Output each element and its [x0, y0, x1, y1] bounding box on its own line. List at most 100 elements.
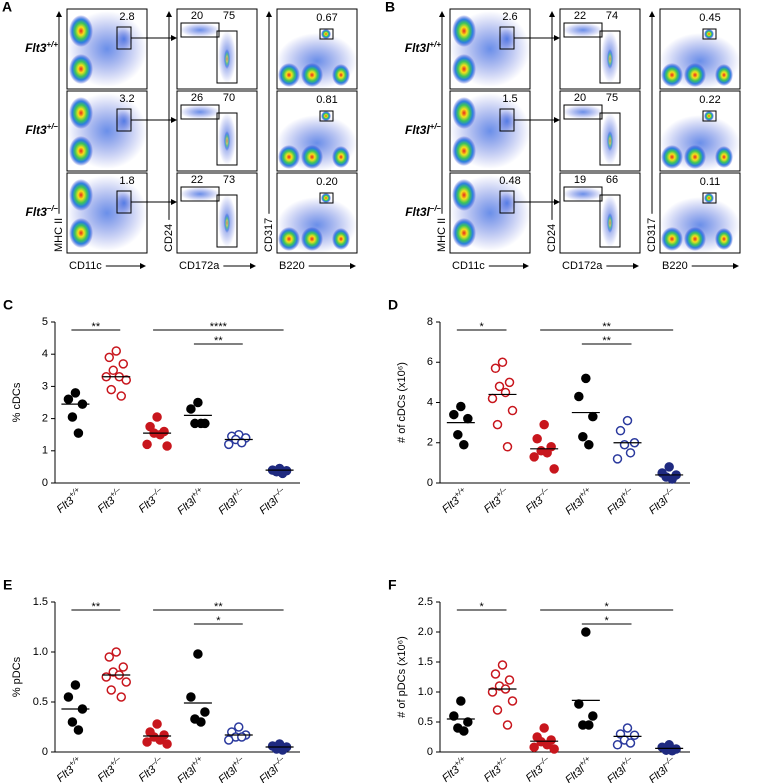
density: [498, 28, 516, 50]
density: [69, 136, 93, 166]
data-point: [67, 717, 78, 727]
x-tick-label: Flt3l–/–: [645, 753, 680, 783]
data-point: [196, 418, 206, 429]
density: [278, 227, 300, 251]
density: [607, 131, 613, 151]
data-point: [162, 739, 172, 749]
data-point: [456, 696, 466, 706]
data-point: [453, 429, 463, 440]
density: [332, 64, 350, 86]
data-point: [615, 425, 626, 436]
data-point: [612, 454, 623, 464]
data-point: [612, 740, 623, 750]
significance-label: **: [602, 335, 611, 347]
x-tick-label: Flt3+/+: [52, 754, 85, 783]
density: [278, 145, 300, 169]
y-tick-label: 6: [427, 356, 433, 368]
y-tick-label: 8: [427, 316, 433, 328]
data-point: [106, 685, 116, 695]
gate-value: 0.67: [316, 12, 337, 24]
density: [321, 29, 331, 39]
significance-label: **: [214, 335, 223, 347]
data-point: [118, 662, 128, 672]
data-point: [542, 448, 552, 458]
data-point: [463, 717, 473, 727]
data-point: [625, 738, 636, 748]
x-tick-label: Flt3l+/+: [173, 754, 208, 783]
data-point: [578, 431, 588, 442]
gate-value: 22: [574, 10, 586, 22]
gate: [702, 110, 717, 122]
y-tick-label: 4: [427, 396, 433, 408]
data-point: [152, 719, 162, 729]
data-point: [152, 412, 162, 422]
data-point: [106, 384, 116, 395]
density: [684, 145, 706, 169]
gate: [563, 22, 603, 38]
density: [661, 145, 683, 169]
data-point: [584, 440, 594, 450]
data-point: [502, 442, 513, 452]
genotype-label: Flt3l+/+: [405, 40, 442, 56]
gate-value: 74: [606, 10, 618, 22]
significance-label: *: [605, 615, 610, 627]
data-point: [101, 672, 111, 682]
data-point: [449, 711, 459, 721]
data-point: [111, 346, 121, 356]
density: [301, 63, 323, 87]
gate-value: 20: [191, 10, 203, 22]
density: [301, 145, 323, 169]
data-point: [581, 373, 591, 384]
gate: [319, 110, 334, 122]
data-point: [532, 433, 542, 444]
data-point: [507, 405, 518, 416]
y-tick-label: 0: [427, 477, 433, 489]
gate: [216, 194, 238, 248]
data-point: [629, 730, 640, 740]
x-axis-label: B220: [662, 260, 688, 272]
density: [661, 63, 683, 87]
data-point: [667, 474, 677, 484]
gate: [702, 192, 717, 204]
gate-value: 0.20: [316, 176, 337, 188]
y-tick-label: 2.5: [418, 596, 433, 608]
gate: [216, 30, 238, 84]
data-point: [504, 675, 515, 685]
data-point: [63, 394, 74, 405]
density: [180, 23, 220, 37]
data-point: [196, 717, 206, 727]
data-point: [490, 669, 501, 679]
density: [69, 15, 93, 47]
data-point: [193, 397, 203, 408]
gate-value: 0.22: [699, 94, 720, 106]
density: [115, 192, 133, 214]
data-point: [142, 439, 152, 450]
data-point: [459, 440, 469, 450]
y-tick-label: 4: [42, 348, 48, 360]
gate: [180, 104, 220, 120]
density: [452, 15, 476, 47]
genotype-label: Flt3–/–: [26, 204, 59, 220]
data-point: [625, 448, 636, 458]
density: [704, 111, 714, 121]
density: [661, 227, 683, 251]
density: [607, 49, 613, 69]
gate-value: 0.11: [700, 176, 721, 188]
y-axis-label: CD24: [163, 224, 175, 252]
y-axis-label: # of pDCs (x10⁶): [396, 636, 408, 718]
y-tick-label: 0: [427, 746, 433, 758]
density: [115, 28, 133, 50]
y-tick-label: 0: [42, 746, 48, 758]
gate-value: 2.6: [502, 11, 517, 23]
y-axis-label: MHC II: [436, 218, 448, 252]
density: [715, 228, 733, 250]
data-point: [494, 381, 505, 392]
data-point: [574, 699, 584, 709]
x-tick-label: Flt3l–/–: [255, 484, 290, 517]
data-point: [142, 737, 152, 747]
x-tick-label: Flt3+/+: [438, 485, 471, 516]
data-point: [588, 411, 598, 422]
data-point: [73, 725, 84, 735]
density: [180, 105, 220, 119]
data-point: [224, 439, 234, 450]
